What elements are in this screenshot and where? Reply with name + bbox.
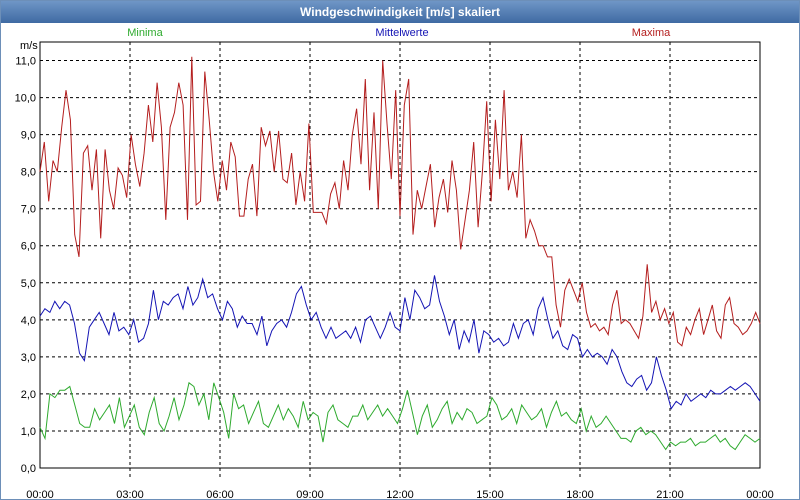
- y-tick-label: 10,0: [15, 93, 36, 105]
- y-tick-label: 2,0: [21, 389, 36, 401]
- y-tick-label: 1,0: [21, 426, 36, 438]
- series-line-mittelwerte: [39, 275, 761, 410]
- y-tick-label: 3,0: [21, 352, 36, 364]
- x-tick-time: 09:00: [296, 489, 324, 500]
- y-tick-label: 11,0: [15, 56, 36, 68]
- legend-mittelwerte: Mittelwerte: [375, 27, 428, 39]
- y-tick-label: 0,0: [21, 463, 36, 475]
- wind-speed-chart: m/s Minima Mittelwerte Maxima 0,0 1,0 2,0 3…: [15, 27, 774, 500]
- window-title: Windgeschwindigkeit [m/s] skaliert: [1, 1, 799, 23]
- x-tick-time: 15:00: [476, 489, 504, 500]
- y-tick-label: 6,0: [21, 241, 36, 253]
- legend-maxima: Maxima: [632, 27, 671, 39]
- x-tick-time: 03:00: [116, 489, 144, 500]
- x-tick-time: 00:00: [746, 489, 774, 500]
- x-tick-time: 18:00: [566, 489, 594, 500]
- y-tick-label: 8,0: [21, 167, 36, 179]
- x-tick-time: 06:00: [206, 489, 234, 500]
- y-tick-label: 4,0: [21, 315, 36, 327]
- series-line-maxima: [39, 56, 761, 347]
- x-tick-time: 21:00: [656, 489, 684, 500]
- series-line-minima: [39, 381, 761, 451]
- y-axis-unit-label: m/s: [20, 40, 38, 52]
- y-tick-label: 9,0: [21, 130, 36, 142]
- y-tick-label: 7,0: [21, 204, 36, 216]
- x-tick-time: 12:00: [386, 489, 414, 500]
- y-tick-label: 5,0: [21, 278, 36, 290]
- legend-minima: Minima: [127, 27, 163, 39]
- x-tick-time: 00:00: [26, 489, 54, 500]
